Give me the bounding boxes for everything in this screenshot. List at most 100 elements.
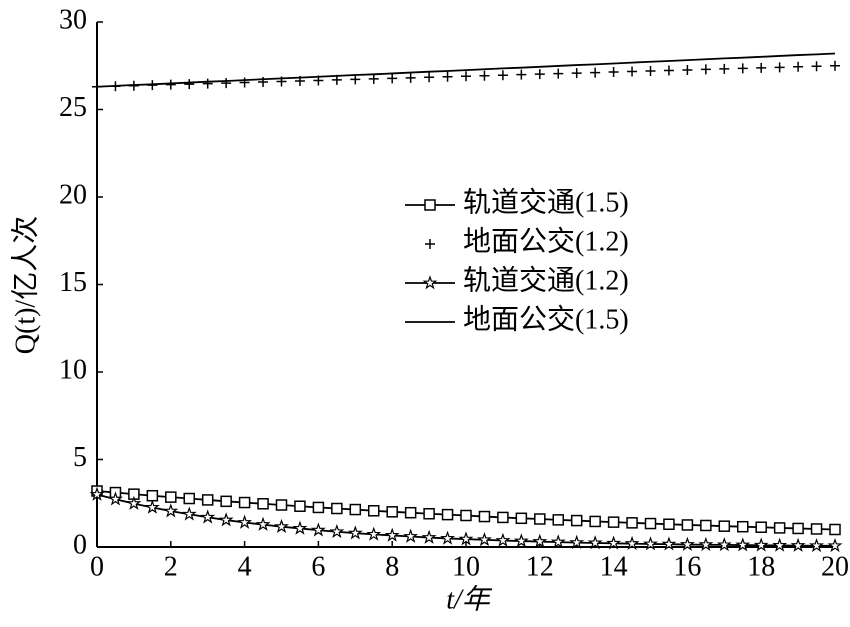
point [719, 63, 730, 74]
point [183, 492, 195, 505]
point [553, 68, 564, 79]
point [793, 61, 804, 72]
point [312, 501, 325, 514]
point [624, 535, 640, 551]
y-tick-label: 25 [59, 92, 87, 123]
point [368, 73, 379, 84]
point [237, 514, 253, 529]
point [350, 74, 361, 85]
point [829, 523, 841, 536]
point [460, 509, 472, 522]
point [661, 536, 677, 551]
point [790, 537, 806, 552]
legend-label: 地面公交(1.5) [463, 303, 629, 335]
point [165, 79, 176, 90]
point [478, 510, 491, 523]
point [387, 73, 398, 84]
point [218, 512, 234, 527]
point [716, 537, 732, 552]
point [442, 71, 453, 82]
point [329, 523, 345, 539]
y-axis-label: Q(t)/亿人次 [9, 216, 41, 354]
point [516, 69, 527, 80]
x-tick-label: 20 [821, 551, 849, 582]
point [458, 531, 474, 546]
point [310, 522, 326, 537]
legend-label: 轨道交通(1.5) [463, 186, 629, 218]
legend-marker [422, 275, 438, 290]
point [645, 66, 656, 76]
point [184, 79, 195, 90]
x-tick-label: 18 [747, 551, 775, 582]
point [700, 64, 711, 75]
point [403, 528, 419, 543]
point [830, 60, 840, 71]
point [347, 525, 363, 540]
point [477, 532, 492, 547]
legend-marker [424, 199, 436, 211]
legend-marker [425, 239, 435, 249]
point [108, 491, 123, 506]
point [753, 537, 769, 552]
point [384, 527, 400, 542]
point [772, 537, 788, 552]
point [737, 63, 748, 74]
x-tick-label: 2 [164, 551, 178, 582]
point [386, 506, 398, 518]
point [294, 500, 306, 512]
point [569, 534, 585, 549]
point [126, 495, 142, 510]
x-tick-label: 12 [526, 551, 554, 582]
point [441, 508, 454, 521]
point [810, 523, 823, 535]
point [440, 530, 455, 545]
x-tick-label: 4 [238, 551, 252, 582]
point [570, 514, 583, 527]
point [201, 494, 214, 506]
point [718, 520, 731, 532]
point [513, 533, 529, 548]
y-tick-label: 0 [73, 529, 87, 560]
point [811, 61, 822, 72]
x-tick-label: 14 [600, 551, 628, 582]
point [679, 536, 695, 551]
point [221, 78, 232, 89]
point [700, 519, 712, 532]
point [146, 489, 159, 502]
point [755, 521, 767, 533]
point [774, 62, 785, 73]
point [200, 509, 216, 524]
x-tick-label: 6 [311, 551, 325, 582]
point [331, 502, 343, 515]
point [552, 514, 564, 526]
point [368, 505, 380, 517]
y-tick-label: 5 [73, 442, 87, 473]
legend-label: 地面公交(1.2) [463, 225, 629, 257]
point [220, 495, 232, 508]
point [644, 517, 657, 530]
point [590, 67, 601, 78]
point [89, 486, 105, 501]
point [421, 529, 437, 544]
point [495, 532, 511, 547]
point [587, 535, 603, 550]
point [663, 65, 674, 76]
point [405, 72, 416, 83]
point [532, 533, 548, 548]
point [255, 516, 271, 531]
x-tick-label: 10 [452, 551, 480, 582]
point [238, 496, 251, 509]
point [461, 71, 471, 82]
x-axis-label: t/年 [446, 584, 493, 615]
point [589, 515, 601, 528]
point [275, 499, 288, 511]
point [144, 499, 160, 514]
point [627, 66, 638, 77]
point [163, 503, 179, 518]
point [773, 522, 786, 534]
point [534, 69, 545, 80]
point [698, 536, 714, 552]
y-tick-label: 15 [59, 267, 87, 298]
y-tick-label: 30 [59, 4, 87, 35]
